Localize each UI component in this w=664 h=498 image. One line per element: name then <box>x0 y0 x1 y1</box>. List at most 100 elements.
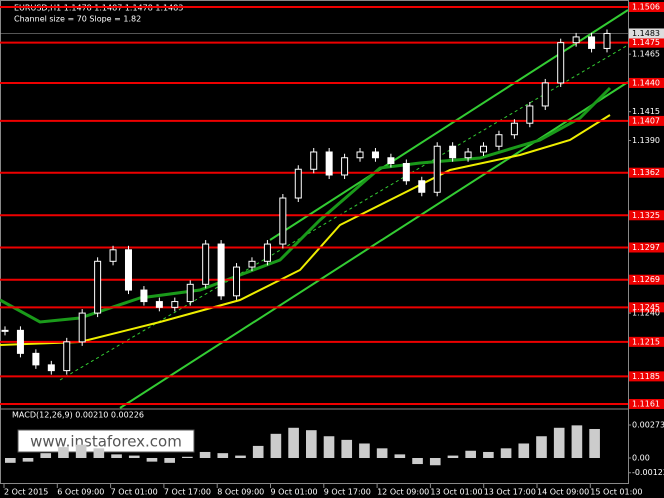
candle-body <box>433 145 441 193</box>
macd-bar <box>270 433 282 458</box>
watermark: www.instaforex.com <box>30 433 182 451</box>
candle-body <box>109 249 117 262</box>
level-box <box>629 115 664 126</box>
candle-body <box>171 301 179 308</box>
macd-bar <box>146 458 158 462</box>
time-label: 9 Oct 01:00 <box>271 488 318 497</box>
level-label: 1.1297 <box>632 243 660 252</box>
level-box <box>629 77 664 88</box>
candle-body <box>402 162 410 182</box>
channel-lower <box>119 81 629 409</box>
macd-bar <box>164 458 175 463</box>
plot-frame <box>0 0 629 484</box>
macd-bar <box>589 428 600 458</box>
time-label: 7 Oct 01:00 <box>111 488 158 497</box>
candle-body <box>63 341 71 372</box>
candle-body <box>233 266 241 297</box>
macd-bar <box>553 427 565 458</box>
macd-bar <box>182 456 193 458</box>
level-box <box>629 242 664 253</box>
macd-bar <box>128 455 140 458</box>
candle-body <box>603 32 611 49</box>
candle-body <box>371 151 379 159</box>
macd-bar <box>359 443 370 458</box>
macd-bar <box>447 455 459 458</box>
level-box <box>629 167 664 178</box>
candle-body <box>1 329 9 332</box>
level-label: 1.1215 <box>632 337 660 346</box>
candle-body <box>464 151 472 159</box>
level-label: 1.1325 <box>632 211 660 220</box>
macd-bar <box>571 425 583 458</box>
candle-body <box>294 168 302 199</box>
ma-yellow <box>0 114 611 346</box>
level-box <box>629 210 664 221</box>
candle-body <box>263 243 271 262</box>
macd-bar <box>288 427 299 458</box>
candle-body <box>124 249 132 291</box>
macd-tick-label: 0.00273 <box>632 421 664 430</box>
candle-body <box>310 151 318 170</box>
macd-bar <box>40 453 52 458</box>
candle-body <box>78 312 86 343</box>
candle-body <box>16 329 24 354</box>
macd-bar <box>341 439 353 458</box>
candle-body <box>279 197 287 245</box>
macd-bar <box>376 448 388 458</box>
macd-bar <box>252 445 264 458</box>
candle-body <box>387 157 395 164</box>
candle-body <box>495 134 503 147</box>
level-box <box>629 371 664 382</box>
level-label: 1.1185 <box>632 372 660 381</box>
level-box <box>629 2 664 12</box>
level-label: 1.1506 <box>632 3 660 12</box>
macd-bar <box>429 458 441 466</box>
level-label: 1.1269 <box>632 275 660 284</box>
candle-body <box>449 145 457 159</box>
candle-body <box>155 301 163 308</box>
time-label: 8 Oct 09:00 <box>217 488 264 497</box>
level-label: 1.1161 <box>632 399 660 408</box>
macd-bar <box>465 450 476 458</box>
candle-body <box>47 364 55 372</box>
macd-bar <box>5 458 16 463</box>
candle-body <box>541 82 549 107</box>
candle-body <box>202 243 210 285</box>
time-label: 9 Oct 17:00 <box>324 488 371 497</box>
current-box <box>629 28 664 39</box>
macd-bar <box>75 444 87 458</box>
level-label: 1.1440 <box>632 78 660 87</box>
time-label: 7 Oct 17:00 <box>164 488 211 497</box>
macd-bar <box>93 448 105 458</box>
candle-body <box>341 157 349 176</box>
macd-bar <box>58 447 69 458</box>
candle-body <box>480 145 488 153</box>
candle-body <box>510 122 518 136</box>
time-label: 6 Oct 09:00 <box>57 488 104 497</box>
level-box <box>629 336 664 347</box>
candle-body <box>356 151 364 159</box>
candle-body <box>32 352 40 366</box>
macd-bar <box>111 454 122 458</box>
time-label: 13 Oct 01:00 <box>430 488 482 497</box>
macd-bar <box>306 430 317 458</box>
macd-bar <box>412 458 423 465</box>
level-label: 1.1362 <box>632 168 660 177</box>
macd-bar <box>323 436 335 458</box>
candle-body <box>186 283 194 303</box>
macd-bar <box>235 455 246 458</box>
current-label: 1.1483 <box>632 29 660 38</box>
candle-body <box>325 151 333 176</box>
candle-body <box>140 289 148 303</box>
watermark-box <box>17 429 195 453</box>
level-label: 1.1407 <box>632 116 660 125</box>
price-tick-label: 1.1415 <box>632 107 660 116</box>
macd-bar <box>483 451 494 458</box>
candle-body <box>572 36 580 44</box>
channel-upper <box>269 9 629 241</box>
price-tick-label: 1.1240 <box>632 309 660 318</box>
macd-bar <box>199 451 211 458</box>
